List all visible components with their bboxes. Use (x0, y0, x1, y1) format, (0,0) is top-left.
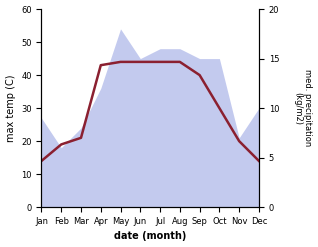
Y-axis label: max temp (C): max temp (C) (5, 74, 16, 142)
Y-axis label: med. precipitation
(kg/m2): med. precipitation (kg/m2) (293, 69, 313, 147)
X-axis label: date (month): date (month) (114, 231, 186, 242)
